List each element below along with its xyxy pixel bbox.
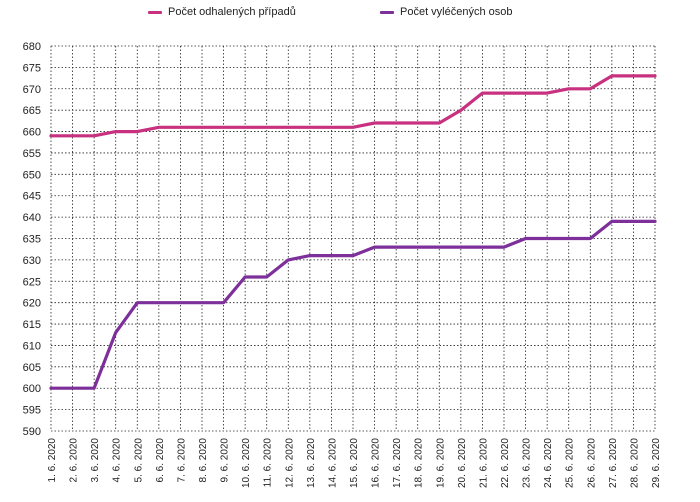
y-tick-label: 680	[23, 41, 41, 53]
x-tick-label: 17. 6. 2020	[392, 438, 403, 488]
y-tick-label: 645	[23, 191, 41, 203]
y-tick-label: 655	[23, 148, 41, 160]
y-tick-label: 610	[23, 340, 41, 352]
x-tick-label: 27. 6. 2020	[608, 438, 619, 488]
y-tick-label: 630	[23, 255, 41, 267]
y-tick-label: 620	[23, 298, 41, 310]
y-tick-label: 605	[23, 362, 41, 374]
x-tick-label: 4. 6. 2020	[112, 438, 123, 483]
legend-swatch-cases	[148, 10, 162, 14]
x-tick-label: 16. 6. 2020	[371, 438, 382, 488]
y-tick-label: 660	[23, 127, 41, 139]
series-line-1	[49, 74, 657, 138]
x-tick-label: 28. 6. 2020	[629, 438, 640, 488]
y-tick-label: 635	[23, 234, 41, 246]
x-tick-label: 7. 6. 2020	[176, 438, 187, 483]
legend-label-recovered: Počet vyléčených osob	[400, 6, 513, 18]
x-tick-label: 24. 6. 2020	[543, 438, 554, 488]
y-tick-label: 600	[23, 383, 41, 395]
legend-item-recovered: Počet vyléčených osob	[380, 6, 513, 18]
x-tick-label: 8. 6. 2020	[198, 438, 209, 483]
x-tick-label: 20. 6. 2020	[457, 438, 468, 488]
y-tick-label: 670	[23, 84, 41, 96]
x-tick-label: 14. 6. 2020	[327, 438, 338, 488]
x-tick-label: 19. 6. 2020	[435, 438, 446, 488]
y-tick-label: 590	[23, 426, 41, 438]
x-tick-label: 25. 6. 2020	[565, 438, 576, 488]
x-tick-label: 15. 6. 2020	[349, 438, 360, 488]
x-tick-label: 21. 6. 2020	[478, 438, 489, 488]
x-tick-label: 22. 6. 2020	[500, 438, 511, 488]
legend-item-cases: Počet odhalených případů	[148, 6, 296, 18]
x-tick-label: 18. 6. 2020	[414, 438, 425, 488]
x-tick-label: 29. 6. 2020	[651, 438, 662, 488]
y-tick-label: 675	[23, 62, 41, 74]
x-tick-label: 6. 6. 2020	[155, 438, 166, 483]
x-tick-label: 10. 6. 2020	[241, 438, 252, 488]
x-tick-label: 26. 6. 2020	[586, 438, 597, 488]
y-tick-label: 615	[23, 319, 41, 331]
x-tick-label: 5. 6. 2020	[133, 438, 144, 483]
y-tick-label: 650	[23, 169, 41, 181]
legend-label-cases: Počet odhalených případů	[168, 6, 296, 18]
y-tick-label: 625	[23, 276, 41, 288]
x-tick-label: 13. 6. 2020	[306, 438, 317, 488]
legend-swatch-recovered	[380, 10, 394, 14]
x-tick-label: 12. 6. 2020	[284, 438, 295, 488]
x-tick-label: 1. 6. 2020	[47, 438, 58, 483]
x-tick-label: 2. 6. 2020	[69, 438, 80, 483]
x-tick-label: 3. 6. 2020	[90, 438, 101, 483]
y-tick-label: 665	[23, 105, 41, 117]
y-tick-label: 595	[23, 405, 41, 417]
x-tick-label: 9. 6. 2020	[220, 438, 231, 483]
series-line-2	[49, 219, 657, 390]
x-tick-label: 11. 6. 2020	[263, 438, 274, 488]
x-tick-label: 23. 6. 2020	[522, 438, 533, 488]
y-tick-label: 640	[23, 212, 41, 224]
